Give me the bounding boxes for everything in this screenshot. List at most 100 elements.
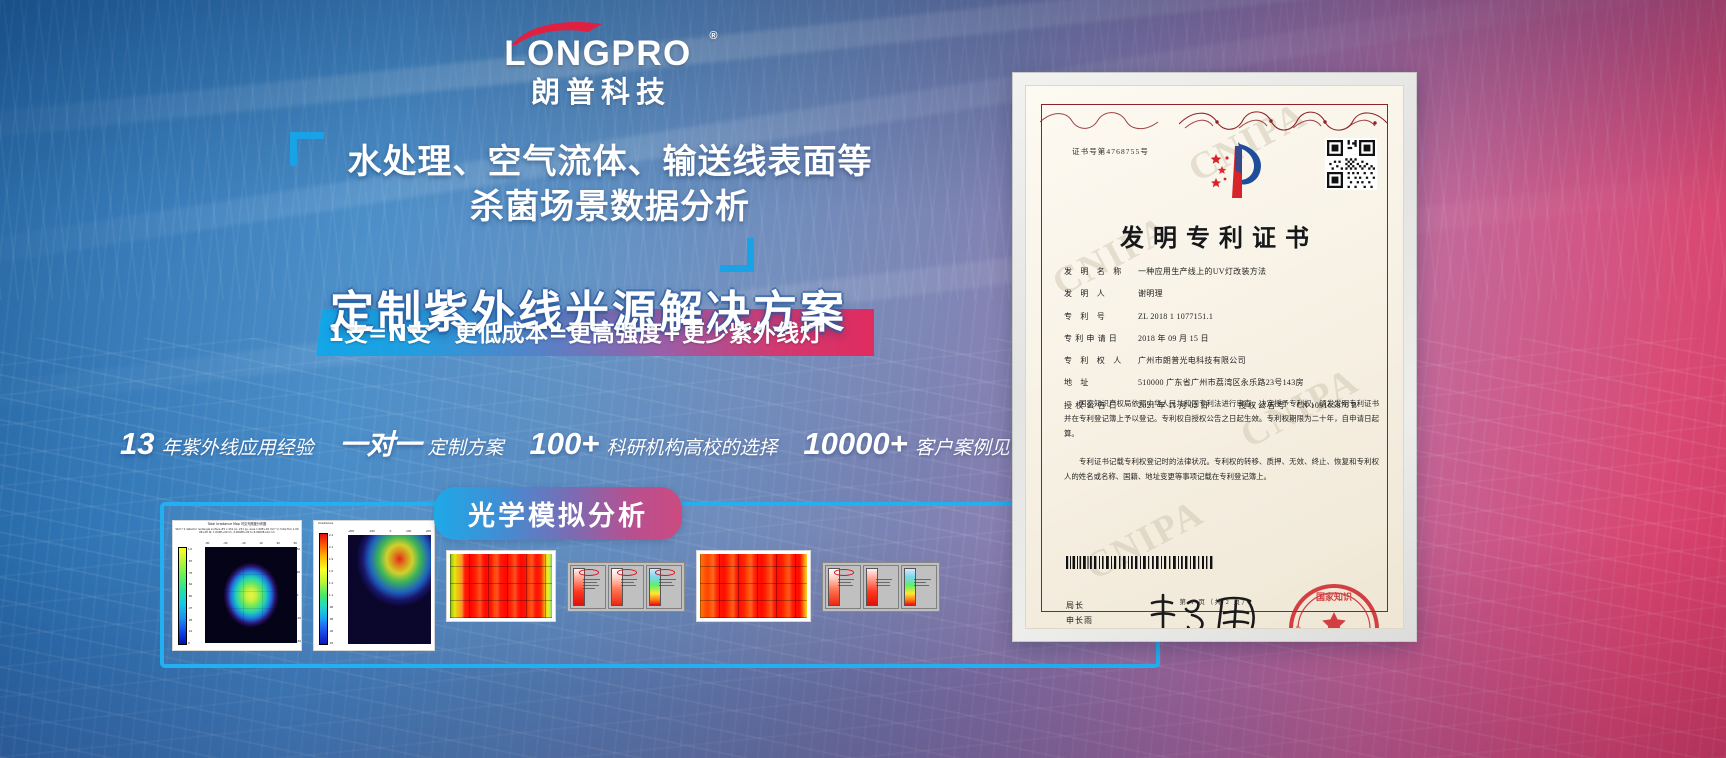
- highlight-oval-icon: [616, 569, 637, 576]
- stat-item: 13 年紫外线应用经验: [120, 428, 314, 460]
- field-label: 发 明 人: [1064, 289, 1108, 299]
- certificate-number: 证书号第4768755号: [1072, 147, 1149, 156]
- plot-colorbar: [319, 533, 328, 645]
- certificate-inner-border: [1041, 104, 1388, 612]
- certificate-paragraph-2: 专利证书记载专利权登记时的法律状况。专利权的转移、质押、无效、终止、恢复和专利权…: [1064, 457, 1379, 482]
- stat-number: 10000+: [803, 426, 908, 461]
- field-row: 发 明 人 谢明理: [1064, 289, 1385, 299]
- cnipa-emblem-icon: [1210, 142, 1262, 198]
- dialog-box: [863, 565, 899, 609]
- ornament-flourish-left-icon: [1040, 112, 1159, 130]
- svg-text:专: 专: [1292, 624, 1304, 629]
- certificate-page-note: 第 1 页（共 2 页）: [1179, 599, 1250, 606]
- plot-heatmap: [205, 547, 297, 643]
- field-value: 一种应用生产线上的UV灯改装方法: [1138, 267, 1267, 276]
- field-value: 510000 广东省广州市荔湾区永乐路23号143房: [1138, 378, 1304, 388]
- official-red-seal-icon: 国家知识 产权局 专 利: [1289, 584, 1379, 629]
- dialog-colorstrip: [904, 568, 917, 606]
- dialog-textlines: [583, 579, 603, 591]
- dialog-colorstrip: [866, 568, 879, 606]
- plot-colorbar-ticks: 2.4 2.1 1.9 1.6 1.4 1.1.90.65.40.15: [329, 533, 334, 645]
- field-label: 专 利 权 人: [1064, 356, 1125, 366]
- bracket-top-left-icon: [290, 132, 324, 166]
- sim-panel-radial-irradiance: Total Irradiance Map 可见光照度分布图 W/m^2 dete…: [172, 520, 302, 651]
- dialog-textlines: [621, 579, 641, 588]
- sim-panel-dialog-b: [822, 562, 940, 612]
- bracket-bottom-right-icon: [720, 237, 754, 272]
- stat-label: 定制方案: [427, 437, 504, 459]
- director-block: 局长 申长雨: [1066, 598, 1093, 628]
- sim-panel-speckle-irradiance: Irradiance 2.4 2.1 1.9 1.6 1.4 1.1.90.65.40.1…: [313, 520, 435, 651]
- barcode-icon: [1066, 556, 1213, 569]
- qr-code-icon: [1325, 138, 1377, 190]
- field-row: 专利申请日 2018 年 09 月 15 日: [1064, 333, 1385, 344]
- sim-panel-band-a: [446, 550, 556, 622]
- plot-y-ticks: 50 20 0 -20 -50: [296, 547, 301, 643]
- field-value: 2018 年 09 月 15 日: [1138, 333, 1209, 343]
- headline-main-title: 定制紫外线光源解决方案: [330, 287, 847, 338]
- sim-panel-dialog-a: [567, 562, 685, 612]
- dialog-textlines: [914, 579, 934, 588]
- sim-panel-band-b: [696, 550, 811, 622]
- background-texture-upper: [0, 0, 1726, 300]
- stat-label: 年紫外线应用经验: [161, 437, 314, 459]
- headline-line-2: 杀菌场景数据分析: [470, 186, 750, 227]
- headline-main-block: 定制紫外线光源解决方案 1支=N支 更低成本=更高强度+更少紫外线灯: [316, 276, 896, 358]
- field-label: 发 明 名 称: [1064, 267, 1125, 276]
- dialog-colorstrip: [828, 568, 841, 606]
- grant-no-label: 授权公告号: [1238, 400, 1287, 410]
- plot-heatmap: [450, 554, 552, 618]
- dialog-colorstrip: [611, 568, 624, 606]
- field-value: 谢明理: [1138, 289, 1163, 299]
- plot-heatmap: [348, 535, 431, 644]
- brand-logo: LONGPRO ® 朗普科技: [488, 22, 718, 107]
- grant-date-label: 授权公告日: [1064, 400, 1120, 410]
- highlight-oval-icon: [833, 569, 854, 576]
- patent-certificate: CNIPA CNIPA CNIPA CNIPA: [1012, 72, 1417, 642]
- stats-row: 13 年紫外线应用经验 一对一 定制方案 100+ 科研机构高校的选择 1000…: [120, 428, 1130, 460]
- dialog-box: [825, 565, 861, 609]
- stat-label: 客户案例见证: [914, 437, 1029, 459]
- stat-item: 一对一 定制方案: [340, 431, 504, 460]
- plot-title: Irradiance: [318, 521, 334, 525]
- field-label: 专 利 号: [1064, 311, 1108, 321]
- field-label: 地 址: [1064, 378, 1092, 388]
- plot-title: Total Irradiance Map 可见光照度分布图: [207, 522, 267, 526]
- brand-name-en: LONGPRO ®: [488, 22, 718, 71]
- field-label: 专利申请日: [1064, 333, 1120, 343]
- director-name: 申长雨: [1066, 616, 1093, 626]
- grant-no-value: CN 109165870 B: [1296, 400, 1358, 410]
- certificate-title: 发明专利证书: [1120, 226, 1318, 252]
- grant-date-value: 2021 年 11 月 02 日: [1138, 400, 1209, 410]
- stat-number: 一对一: [339, 428, 422, 461]
- highlight-oval-icon: [578, 569, 599, 576]
- dialog-box: [608, 565, 644, 609]
- section-pill-optical-simulation: 光学模拟分析: [434, 487, 682, 540]
- plot-colorbar: [178, 547, 187, 645]
- dialog-box: [570, 565, 606, 609]
- field-value: ZL 2018 1 1077151.1: [1138, 311, 1214, 321]
- highlight-oval-icon: [654, 569, 675, 576]
- plot-subtitle: W/m^2 detector rectangle surface #5 x 25…: [175, 528, 299, 535]
- certificate-fields: 发 明 名 称 一种应用生产线上的UV灯改装方法 发 明 人 谢明理 专 利 号…: [1064, 267, 1385, 424]
- simulation-panels: Total Irradiance Map 可见光照度分布图 W/m^2 dete…: [172, 512, 1152, 660]
- stat-label: 科研机构高校的选择: [606, 437, 778, 459]
- plot-heatmap: [700, 554, 807, 618]
- certificate-paragraph-1: 国家知识产权局依照中华人民共和国专利法进行审查，决定授予专利权，颁发发明专利证书…: [1064, 399, 1379, 439]
- plot-x-ticks: -200 -100 0 100 200: [348, 529, 431, 533]
- headline-line-1: 水处理、空气流体、输送线表面等: [347, 142, 873, 182]
- stat-item: 100+ 科研机构高校的选择: [530, 428, 778, 460]
- dialog-textlines: [876, 579, 896, 588]
- swoosh-icon: [512, 22, 602, 45]
- field-row: 地 址 510000 广东省广州市荔湾区永乐路23号143房: [1064, 379, 1385, 388]
- stat-number: 100+: [529, 426, 600, 461]
- headline-gradient-band: [316, 309, 874, 356]
- field-value: 广州市朗普光电科技有限公司: [1138, 356, 1246, 366]
- field-row: 专 利 权 人 广州市朗普光电科技有限公司: [1064, 356, 1385, 366]
- dialog-colorstrip: [649, 568, 662, 606]
- handwritten-signature-icon: [1150, 593, 1255, 628]
- grant-row: 授权公告日 2021 年 11 月 02 日 授权公告号 CN 10916587…: [1064, 400, 1385, 411]
- svg-text:国家知识: 国家知识: [1316, 591, 1352, 602]
- ornament-flourish-right-icon: [1179, 111, 1388, 131]
